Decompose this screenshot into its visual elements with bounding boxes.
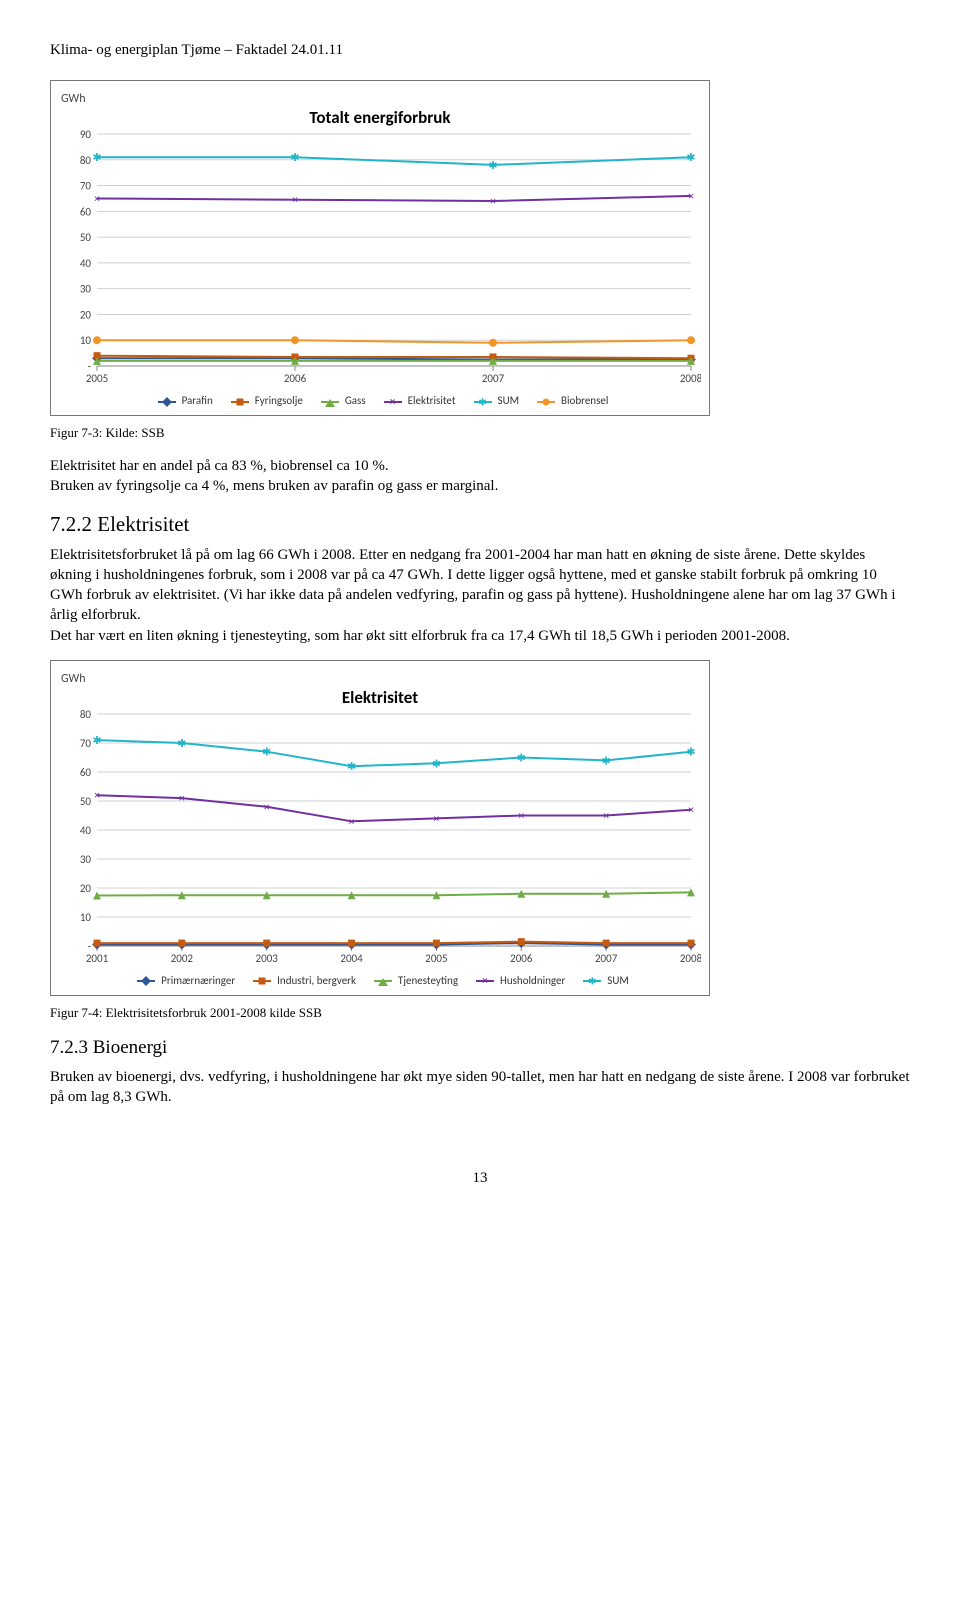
para-elektrisitetsforbruk: Elektrisitetsforbruket lå på om lag 66 G… <box>50 545 910 646</box>
svg-text:2008: 2008 <box>680 372 701 385</box>
svg-text:80: 80 <box>80 154 92 167</box>
para-elektrisitet-andel: Elektrisitet har en andel på ca 83 %, bi… <box>50 456 910 497</box>
chart2-svg: -102030405060708020012002200320042005200… <box>61 710 701 970</box>
svg-text:×: × <box>688 803 695 817</box>
svg-text:×: × <box>688 189 695 203</box>
svg-text:×: × <box>348 814 355 828</box>
svg-text:2006: 2006 <box>284 372 307 385</box>
svg-text:40: 40 <box>80 257 92 270</box>
svg-text:×: × <box>433 811 440 825</box>
svg-text:2001: 2001 <box>86 952 109 965</box>
svg-text:×: × <box>518 808 525 822</box>
svg-text:70: 70 <box>80 737 92 750</box>
svg-text:60: 60 <box>80 766 92 779</box>
svg-text:40: 40 <box>80 824 92 837</box>
heading-7-2-3: 7.2.3 Bioenergi <box>50 1035 910 1061</box>
svg-text:✱: ✱ <box>290 153 299 165</box>
chart1-legend: ParafinFyringsoljeGassElektrisitetSUMBio… <box>61 390 699 409</box>
chart1-unit: GWh <box>61 91 699 107</box>
page-number: 13 <box>50 1168 910 1188</box>
svg-text:10: 10 <box>80 335 92 348</box>
figure-caption-7-4: Figur 7-4: Elektrisitetsforbruk 2001-200… <box>50 1004 910 1022</box>
svg-text:✱: ✱ <box>517 752 526 764</box>
svg-text:80: 80 <box>80 710 92 721</box>
svg-text:2004: 2004 <box>340 952 363 965</box>
svg-text:10: 10 <box>80 911 92 924</box>
svg-text:50: 50 <box>80 231 92 244</box>
heading-7-2-2: 7.2.2 Elektrisitet <box>50 510 910 538</box>
svg-text:2005: 2005 <box>425 952 447 965</box>
svg-text:20: 20 <box>80 882 92 895</box>
svg-text:✱: ✱ <box>92 153 101 165</box>
chart-elektrisitet: GWh Elektrisitet -1020304050607080200120… <box>50 660 710 996</box>
chart-total-energiforbruk: GWh Totalt energiforbruk -10203040506070… <box>50 80 710 416</box>
svg-text:×: × <box>603 808 610 822</box>
svg-text:60: 60 <box>80 206 92 219</box>
svg-text:×: × <box>94 788 101 802</box>
svg-text:✱: ✱ <box>262 747 271 759</box>
chart2-legend: PrimærnæringerIndustri, bergverkTjeneste… <box>61 970 699 989</box>
svg-text:2006: 2006 <box>510 952 533 965</box>
chart1-svg: -1020304050607080902005200620072008××××✱… <box>61 130 701 390</box>
para-bioenergi: Bruken av bioenergi, dvs. vedfyring, i h… <box>50 1067 910 1108</box>
svg-text:2007: 2007 <box>595 952 618 965</box>
svg-text:✱: ✱ <box>432 758 441 770</box>
svg-text:✱: ✱ <box>602 755 611 767</box>
chart2-title: Elektrisitet <box>61 687 699 710</box>
figure-caption-7-3: Figur 7-3: Kilde: SSB <box>50 424 910 442</box>
page-header: Klima- og energiplan Tjøme – Faktadel 24… <box>50 40 910 60</box>
svg-text:×: × <box>263 800 270 814</box>
svg-text:✱: ✱ <box>92 735 101 747</box>
svg-text:✱: ✱ <box>686 153 695 165</box>
svg-text:✱: ✱ <box>347 761 356 773</box>
svg-text:×: × <box>178 791 185 805</box>
svg-text:2007: 2007 <box>482 372 505 385</box>
svg-text:50: 50 <box>80 795 92 808</box>
svg-text:70: 70 <box>80 180 92 193</box>
svg-text:✱: ✱ <box>177 738 186 750</box>
svg-text:2002: 2002 <box>171 952 194 965</box>
svg-text:30: 30 <box>80 853 92 866</box>
svg-text:×: × <box>94 192 101 206</box>
svg-text:90: 90 <box>80 130 92 141</box>
svg-text:✱: ✱ <box>686 747 695 759</box>
svg-text:20: 20 <box>80 309 92 322</box>
svg-text:2008: 2008 <box>680 952 701 965</box>
svg-text:30: 30 <box>80 283 92 296</box>
svg-text:×: × <box>490 194 497 208</box>
svg-text:✱: ✱ <box>488 160 497 172</box>
svg-text:2005: 2005 <box>86 372 108 385</box>
chart1-title: Totalt energiforbruk <box>61 107 699 130</box>
svg-text:2003: 2003 <box>256 952 279 965</box>
chart2-unit: GWh <box>61 671 699 687</box>
svg-text:×: × <box>292 193 299 207</box>
